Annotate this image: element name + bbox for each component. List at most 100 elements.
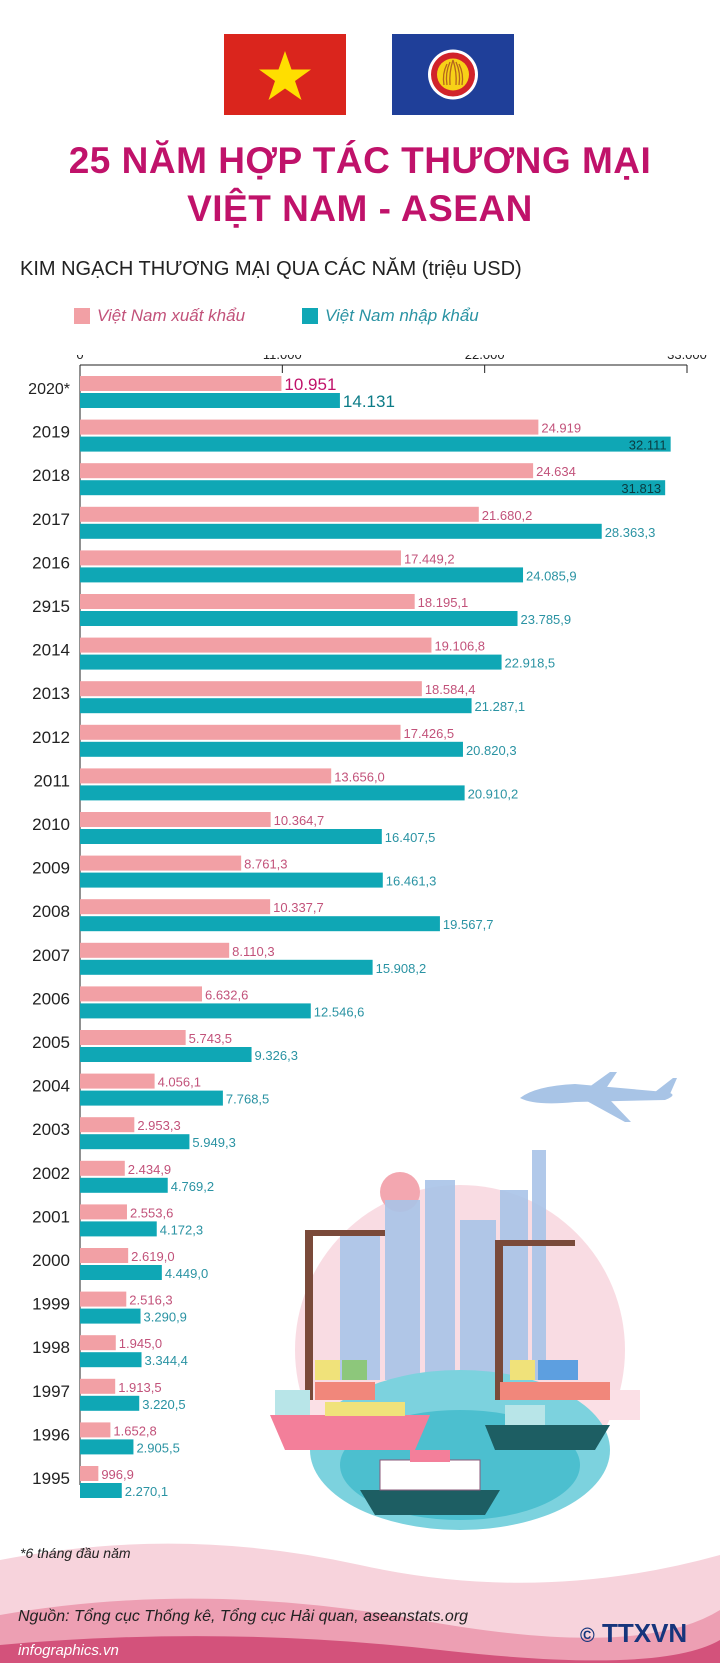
import-value-label: 31.813 <box>621 481 661 496</box>
source-text: Nguồn: Tổng cục Thống kê, Tổng cục Hải q… <box>18 1608 469 1625</box>
export-value-label: 21.680,2 <box>482 508 533 523</box>
export-bar <box>80 812 271 827</box>
year-label: 2011 <box>33 771 70 790</box>
import-value-label: 22.918,5 <box>505 656 556 671</box>
export-value-label: 4.056,1 <box>158 1075 201 1090</box>
export-value-label: 2.434,9 <box>128 1162 171 1177</box>
export-bar <box>80 1291 127 1307</box>
export-bar <box>80 1204 127 1220</box>
x-tick-label: 0 <box>76 355 83 362</box>
import-bar <box>80 1177 168 1193</box>
import-value-label: 23.785,9 <box>521 612 572 627</box>
export-bar <box>80 1073 155 1089</box>
export-value-label: 8.761,3 <box>244 857 287 872</box>
agency-name: TTXVN <box>601 1618 688 1648</box>
import-bar <box>80 1047 252 1062</box>
site-name: infographics.vn <box>18 1642 119 1659</box>
year-label: 1998 <box>32 1338 70 1357</box>
legend-import-swatch <box>302 308 318 324</box>
page-title-line1: 25 NĂM HỢP TÁC THƯƠNG MẠI <box>68 140 652 181</box>
year-label: 2004 <box>32 1077 70 1096</box>
import-value-label: 12.546,6 <box>314 1004 365 1019</box>
year-label: 2007 <box>32 946 70 965</box>
import-value-label: 4.172,3 <box>160 1222 203 1237</box>
import-value-label: 7.768,5 <box>226 1092 269 1107</box>
import-value-label: 5.949,3 <box>192 1135 235 1150</box>
footnote: *6 tháng đầu năm <box>20 1545 131 1561</box>
export-bar <box>80 376 282 391</box>
export-value-label: 2.953,3 <box>137 1118 180 1133</box>
bottom-wave <box>0 1543 720 1663</box>
year-label: 2915 <box>32 597 70 616</box>
x-tick-label: 22.000 <box>465 355 505 362</box>
export-bar <box>80 1160 125 1176</box>
star-icon <box>259 51 311 100</box>
export-value-label: 10.337,7 <box>273 900 324 915</box>
legend-export-swatch <box>74 308 90 324</box>
chart-title: KIM NGẠCH THƯƠNG MẠI QUA CÁC NĂM (triệu … <box>20 258 522 280</box>
export-bar <box>80 419 539 435</box>
export-bar <box>80 637 432 653</box>
export-bar <box>80 986 202 1002</box>
export-value-label: 18.584,4 <box>425 682 476 697</box>
page-title-line2: VIỆT NAM - ASEAN <box>187 188 533 229</box>
export-value-label: 1.913,5 <box>118 1380 161 1395</box>
year-label: 2012 <box>32 728 70 747</box>
export-value-label: 17.426,5 <box>404 726 455 741</box>
agency-logo: © TTXVN <box>580 1618 687 1649</box>
cargo-crane-right <box>495 1240 575 1400</box>
import-bar <box>80 1439 134 1455</box>
import-bar <box>80 785 465 801</box>
export-value-label: 10.364,7 <box>274 813 325 828</box>
export-bar <box>80 855 242 871</box>
year-label: 1999 <box>32 1295 70 1314</box>
year-label: 2014 <box>32 641 70 660</box>
export-bar <box>80 1335 116 1351</box>
year-label: 2013 <box>32 684 70 703</box>
import-value-label: 32.111 <box>629 438 667 453</box>
containers <box>315 1360 610 1400</box>
import-bar <box>80 741 463 757</box>
import-bar <box>80 1221 157 1237</box>
import-bar <box>80 611 518 626</box>
export-bar <box>80 1378 116 1394</box>
import-value-label: 21.287,1 <box>475 699 526 714</box>
import-bar <box>80 1265 162 1280</box>
export-value-label: 18.195,1 <box>418 595 469 610</box>
export-bar <box>80 594 415 609</box>
export-bar <box>80 899 271 915</box>
import-bar <box>80 916 440 932</box>
import-bar <box>80 829 382 844</box>
import-value-label: 19.567,7 <box>443 917 494 932</box>
asean-flag <box>392 34 514 115</box>
import-value-label: 15.908,2 <box>376 961 427 976</box>
legend-export: Việt Nam xuất khẩu <box>74 306 245 326</box>
year-label: 2017 <box>32 510 70 529</box>
export-value-label: 8.110,3 <box>232 944 274 959</box>
import-value-label: 3.220,5 <box>142 1397 185 1412</box>
year-label: 1995 <box>32 1469 70 1488</box>
import-bar <box>80 523 602 539</box>
year-label: 2018 <box>32 466 70 485</box>
import-value-label: 2.270,1 <box>125 1484 168 1499</box>
export-value-label: 2.619,0 <box>131 1249 174 1264</box>
export-value-label: 5.743,5 <box>189 1031 232 1046</box>
copyright-icon: © <box>580 1625 595 1647</box>
export-value-label: 13.656,0 <box>334 769 385 784</box>
import-bar <box>80 698 472 714</box>
x-tick-label: 33.000 <box>667 355 707 362</box>
import-bar <box>80 567 524 583</box>
year-label: 2008 <box>32 902 70 921</box>
export-value-label: 2.516,3 <box>129 1293 172 1308</box>
year-label: 2000 <box>32 1251 70 1270</box>
x-tick-label: 11.000 <box>263 355 302 362</box>
import-bar <box>80 1003 311 1019</box>
export-value-label: 19.106,8 <box>434 639 485 654</box>
import-value-label: 9.326,3 <box>255 1048 298 1063</box>
import-value-label: 4.449,0 <box>165 1266 208 1281</box>
export-value-label: 996,9 <box>101 1467 134 1482</box>
year-label: 2003 <box>32 1120 70 1139</box>
import-bar <box>80 1483 122 1498</box>
export-bar <box>80 942 230 958</box>
import-bar <box>80 1134 190 1150</box>
